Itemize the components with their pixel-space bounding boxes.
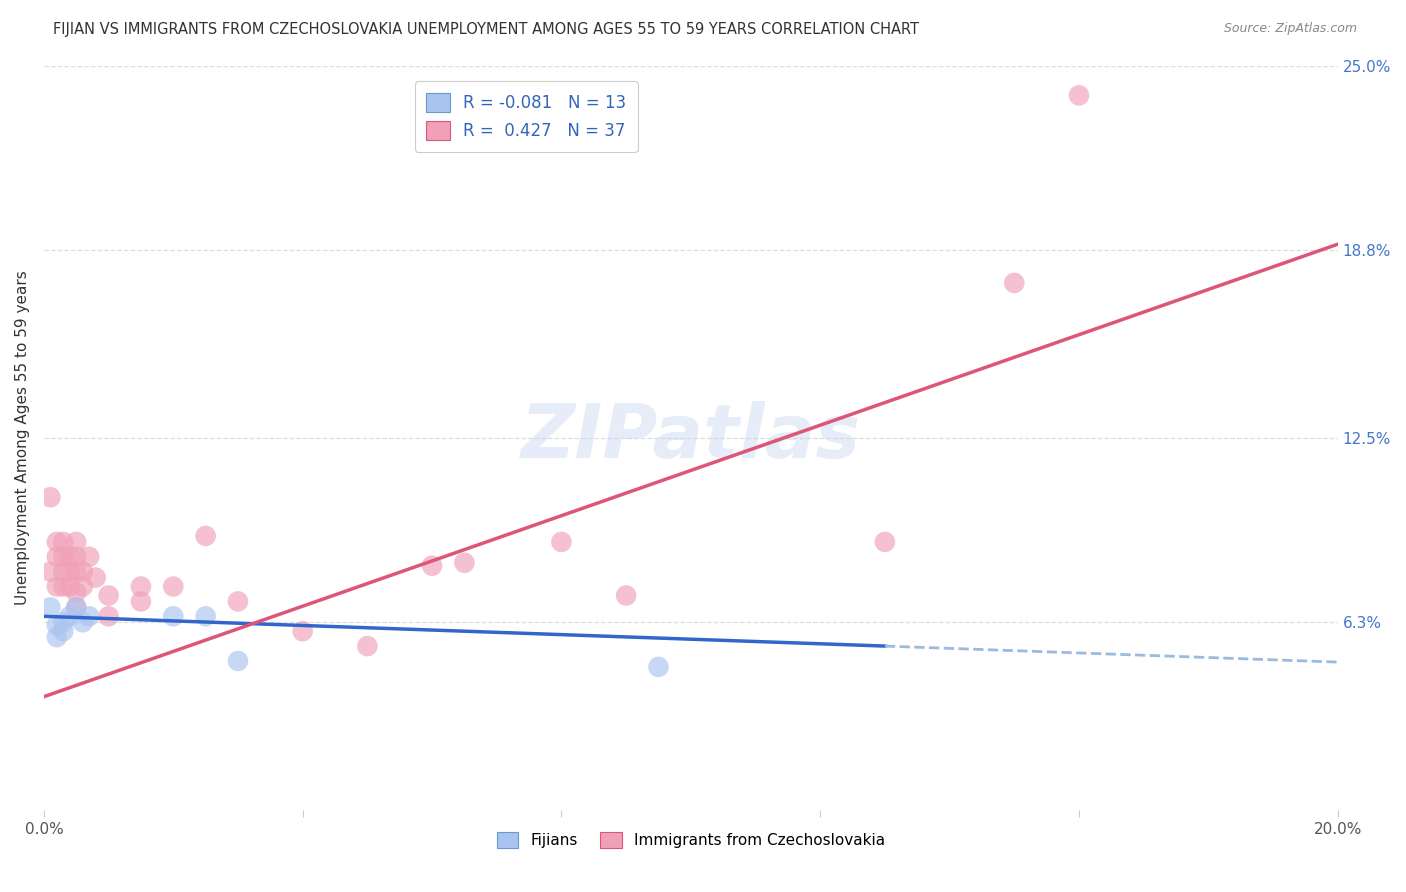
Point	[59, 565, 82, 579]
Point	[52, 624, 75, 639]
Point	[65, 534, 87, 549]
Point	[420, 558, 443, 573]
Point	[52, 534, 75, 549]
Point	[72, 615, 94, 630]
Point	[77, 609, 100, 624]
Point	[59, 609, 82, 624]
Point	[52, 580, 75, 594]
Point	[59, 580, 82, 594]
Point	[45, 630, 67, 644]
Point	[45, 534, 67, 549]
Point	[1002, 276, 1025, 290]
Text: ZIPatlas: ZIPatlas	[520, 401, 860, 475]
Point	[226, 594, 249, 608]
Point	[52, 549, 75, 564]
Point	[194, 529, 217, 543]
Point	[72, 565, 94, 579]
Point	[97, 589, 120, 603]
Point	[162, 609, 184, 624]
Point	[162, 580, 184, 594]
Point	[45, 580, 67, 594]
Point	[84, 571, 107, 585]
Point	[65, 585, 87, 599]
Point	[65, 600, 87, 615]
Legend: Fijians, Immigrants from Czechoslovakia: Fijians, Immigrants from Czechoslovakia	[491, 826, 891, 855]
Point	[453, 556, 475, 570]
Y-axis label: Unemployment Among Ages 55 to 59 years: Unemployment Among Ages 55 to 59 years	[15, 270, 30, 605]
Point	[97, 609, 120, 624]
Point	[45, 618, 67, 632]
Point	[129, 594, 152, 608]
Text: Source: ZipAtlas.com: Source: ZipAtlas.com	[1223, 22, 1357, 36]
Point	[65, 549, 87, 564]
Point	[614, 589, 637, 603]
Point	[194, 609, 217, 624]
Point	[129, 580, 152, 594]
Point	[65, 565, 87, 579]
Point	[1067, 88, 1090, 103]
Point	[45, 549, 67, 564]
Point	[77, 549, 100, 564]
Point	[72, 580, 94, 594]
Point	[291, 624, 314, 639]
Text: FIJIAN VS IMMIGRANTS FROM CZECHOSLOVAKIA UNEMPLOYMENT AMONG AGES 55 TO 59 YEARS : FIJIAN VS IMMIGRANTS FROM CZECHOSLOVAKIA…	[53, 22, 920, 37]
Point	[52, 615, 75, 630]
Point	[39, 600, 62, 615]
Point	[356, 639, 378, 653]
Point	[39, 490, 62, 504]
Point	[647, 660, 669, 674]
Point	[52, 565, 75, 579]
Point	[873, 534, 896, 549]
Point	[226, 654, 249, 668]
Point	[65, 600, 87, 615]
Point	[550, 534, 572, 549]
Point	[39, 565, 62, 579]
Point	[59, 549, 82, 564]
